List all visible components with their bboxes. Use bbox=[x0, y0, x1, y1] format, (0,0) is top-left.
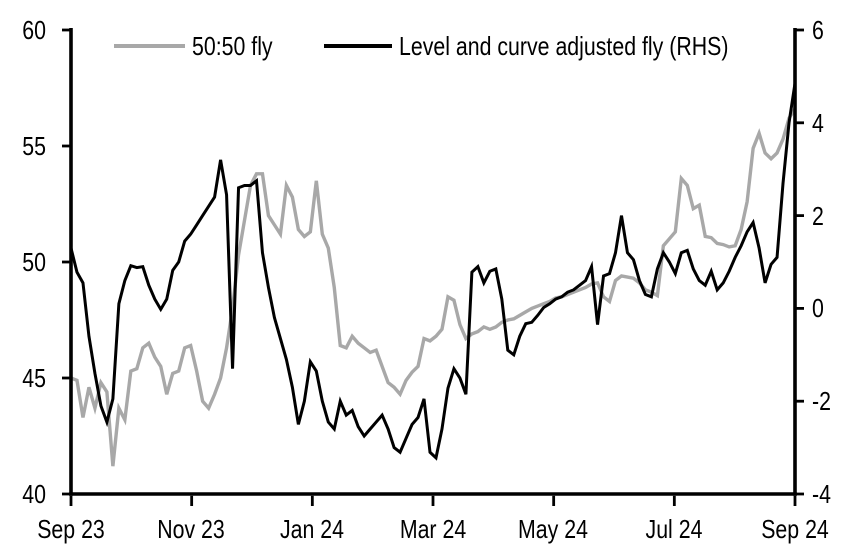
x-axis-tick-label: Jan 24 bbox=[279, 514, 345, 544]
legend-swatch-5050-fly bbox=[114, 44, 185, 48]
right-axis-tick-label: -4 bbox=[812, 479, 831, 509]
legend-label-5050-fly: 50:50 fly bbox=[192, 31, 273, 61]
right-axis-tick-label: 2 bbox=[812, 201, 824, 231]
left-axis-tick-label: 60 bbox=[22, 15, 46, 45]
left-axis-tick-label: 55 bbox=[22, 131, 46, 161]
x-axis-tick-label: Sep 23 bbox=[37, 514, 105, 544]
x-axis-tick-label: Sep 24 bbox=[761, 514, 829, 544]
right-axis-tick-label: 0 bbox=[812, 293, 824, 323]
legend-label-level-curve-adjusted-fly: Level and curve adjusted fly (RHS) bbox=[399, 31, 729, 61]
legend-swatch-level-curve-adjusted-fly bbox=[324, 44, 392, 48]
right-axis-tick-label: -2 bbox=[812, 386, 831, 416]
right-axis-tick-label: 6 bbox=[812, 15, 824, 45]
series-line-5050-fly bbox=[70, 107, 797, 467]
left-axis-tick-label: 45 bbox=[22, 363, 46, 393]
x-axis-tick-label: Nov 23 bbox=[157, 514, 225, 544]
x-axis-tick-label: May 24 bbox=[518, 514, 588, 544]
x-axis-tick-label: Mar 24 bbox=[399, 514, 467, 544]
left-axis-tick-label: 40 bbox=[22, 479, 46, 509]
left-axis-tick-label: 50 bbox=[22, 247, 46, 277]
right-axis-tick-label: 4 bbox=[812, 108, 824, 138]
x-axis-tick-label: Jul 24 bbox=[645, 514, 703, 544]
series-line-level-curve-adjusted-fly bbox=[69, 83, 797, 461]
